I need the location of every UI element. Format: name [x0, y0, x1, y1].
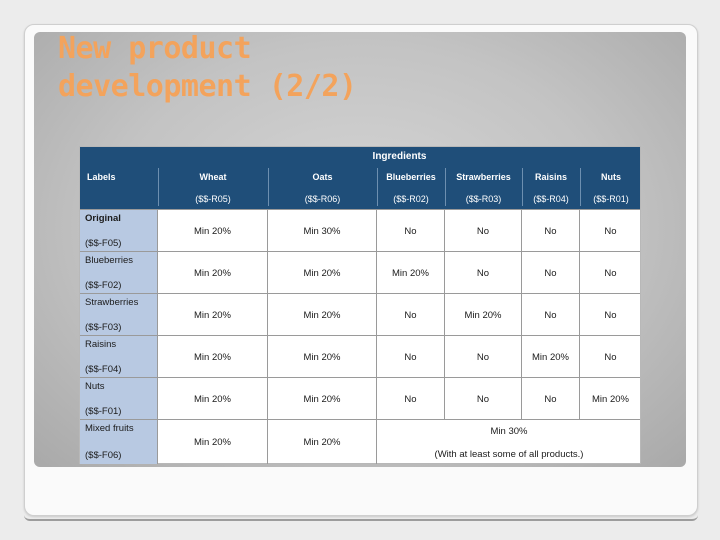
column-code-raisins: ($$-R04): [533, 194, 569, 204]
column-code-oats: ($$-R06): [304, 194, 341, 204]
merged-cell: Min 30% (With at least some of all produ…: [377, 420, 641, 464]
merged-cell-line-2: (With at least some of all products.): [434, 449, 584, 460]
table-cell: Min 20%: [158, 420, 268, 464]
table-cell: No: [604, 267, 617, 279]
table-cell: Min 30%: [268, 210, 377, 252]
table-cell: Min 20%: [268, 378, 377, 420]
table-cell: Min 20%: [268, 420, 377, 464]
table-cell: Min 20%: [158, 378, 268, 420]
labels-column-header: Labels: [87, 172, 116, 182]
row-label: Blueberries: [85, 255, 134, 266]
table-header: Ingredients Labels Wheat ($$-R05) Oats (…: [80, 147, 640, 209]
slide-title-line-2: development (2/2): [58, 69, 357, 104]
table-row: Original ($$-F05) Min 20% Min 30% No No …: [80, 209, 640, 252]
table-cell: Min 20%: [445, 294, 522, 336]
header-divider: [580, 168, 581, 206]
table-cell: No: [604, 351, 617, 363]
table-row: Blueberries ($$-F02) Min 20% Min 20% Min…: [80, 251, 640, 294]
table-cell: No: [522, 294, 580, 336]
table-cell: Min 20%: [268, 294, 377, 336]
table-cell: No: [445, 336, 522, 378]
row-label-cell: Original ($$-F05): [80, 210, 158, 252]
header-divider: [445, 168, 446, 206]
header-divider: [522, 168, 523, 206]
table-cell: No: [604, 309, 617, 321]
table-cell: Min 20%: [377, 252, 445, 294]
row-label: Mixed fruits: [85, 423, 134, 434]
column-header-oats: Oats: [312, 172, 333, 182]
table-cell: Min 20%: [158, 336, 268, 378]
row-code: ($$-F04): [85, 364, 122, 375]
column-code-blueberries: ($$-R02): [393, 194, 429, 204]
row-label: Strawberries: [85, 297, 139, 308]
table-cell: No: [604, 225, 617, 237]
header-divider: [158, 168, 159, 206]
table-cell: Min 20%: [158, 252, 268, 294]
table-cell: No: [522, 378, 580, 420]
row-code: ($$-F05): [85, 238, 122, 249]
table-cell: Min 20%: [158, 294, 268, 336]
table-cell: No: [377, 378, 445, 420]
column-code-strawberries: ($$-R03): [465, 194, 502, 204]
slide-title: New product development (2/2): [58, 30, 357, 106]
table-row: Raisins ($$-F04) Min 20% Min 20% No No M…: [80, 335, 640, 378]
table-cell: No: [522, 252, 580, 294]
table-cell: Min 20%: [158, 210, 268, 252]
column-code-nuts: ($$-R01): [593, 194, 629, 204]
merged-cell-line-1: Min 30%: [490, 426, 528, 437]
ingredients-group-header: Ingredients: [372, 151, 427, 162]
row-label-cell: Nuts ($$-F01): [80, 378, 158, 420]
row-code: ($$-F02): [85, 280, 122, 291]
table-cell: No: [522, 210, 580, 252]
table-cell: Min 20%: [268, 336, 377, 378]
column-code-wheat: ($$-R05): [195, 194, 231, 204]
table-cell: No: [445, 252, 522, 294]
row-code: ($$-F03): [85, 322, 122, 333]
table-cell: No: [377, 336, 445, 378]
header-divider: [268, 168, 269, 206]
table-row: Mixed fruits ($$-F06) Min 20% Min 20% Mi…: [80, 419, 640, 464]
column-header-blueberries: Blueberries: [386, 172, 436, 182]
table-row: Strawberries ($$-F03) Min 20% Min 20% No…: [80, 293, 640, 336]
table-cell: No: [377, 210, 445, 252]
table-cell: No: [445, 210, 522, 252]
table-cell: Min 20%: [268, 252, 377, 294]
table-cell: No: [445, 378, 522, 420]
slide-title-line-1: New product: [58, 31, 252, 66]
row-label: Nuts: [85, 381, 105, 392]
row-label: Original: [85, 213, 121, 224]
row-label: Raisins: [85, 339, 117, 350]
column-header-strawberries: Strawberries: [456, 172, 511, 182]
table-cell: Min 20%: [592, 393, 629, 405]
column-header-nuts: Nuts: [601, 172, 621, 182]
column-header-raisins: Raisins: [534, 172, 567, 182]
row-code: ($$-F01): [85, 406, 122, 417]
row-label-cell: Mixed fruits ($$-F06): [80, 420, 158, 464]
table-cell: Min 20%: [522, 336, 580, 378]
row-label-cell: Raisins ($$-F04): [80, 336, 158, 378]
table-row: Nuts ($$-F01) Min 20% Min 20% No No No M…: [80, 377, 640, 420]
table-cell: No: [377, 294, 445, 336]
ingredients-table: Ingredients Labels Wheat ($$-R05) Oats (…: [79, 146, 641, 464]
header-divider: [377, 168, 378, 206]
column-header-wheat: Wheat: [199, 172, 227, 182]
row-code: ($$-F06): [85, 450, 122, 461]
row-label-cell: Strawberries ($$-F03): [80, 294, 158, 336]
row-label-cell: Blueberries ($$-F02): [80, 252, 158, 294]
